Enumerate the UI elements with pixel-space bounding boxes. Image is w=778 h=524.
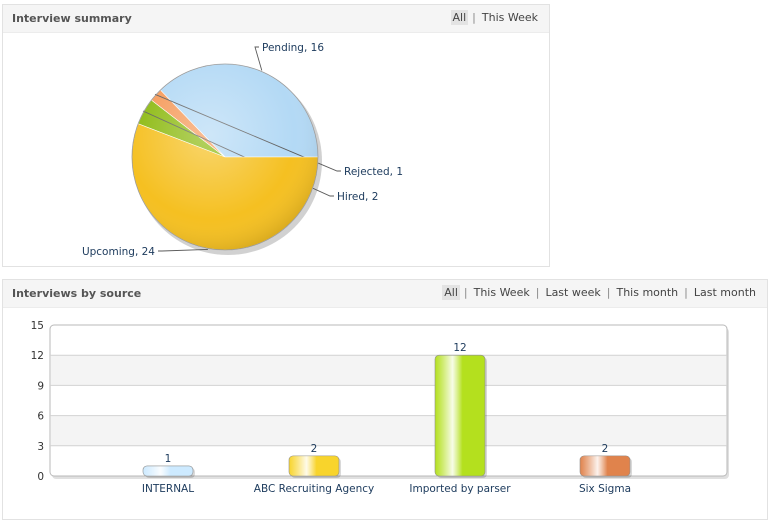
y-tick-label: 9 — [37, 380, 44, 392]
bar-gloss — [579, 455, 631, 477]
panel-header: Interviews by source All | This Week | Last … — [3, 280, 767, 308]
filter-this-week[interactable]: This Week — [473, 286, 530, 299]
x-tick-label-internal: INTERNAL — [142, 483, 194, 495]
x-tick-label-six-sigma: Six Sigma — [579, 483, 631, 495]
pie-label-upcoming: Upcoming, 24 — [82, 246, 155, 258]
x-tick-label-abc-recruiting-agency: ABC Recruiting Agency — [254, 483, 374, 495]
y-tick-label: 6 — [37, 411, 44, 423]
bar-value-label: 1 — [165, 453, 172, 465]
filter-separator: | — [463, 286, 468, 299]
period-filters: All | This Week | Last week | This month | Last … — [442, 285, 758, 300]
filter-all[interactable]: All — [442, 285, 460, 300]
y-tick-label: 12 — [31, 350, 44, 362]
interview-summary-panel: Interview summary All | This Week Pending,… — [2, 4, 550, 267]
panel-title: Interviews by source — [12, 287, 142, 300]
pie-label-rejected: Rejected, 1 — [344, 166, 403, 178]
pie-chart: Pending, 16 Rejected, 1 Hired, 2 Upcoming, … — [82, 42, 403, 258]
bar-gloss — [288, 455, 340, 477]
filter-this-week[interactable]: This Week — [481, 11, 538, 24]
x-tick-label-imported-by-parser: Imported by parser — [409, 483, 511, 495]
filter-this-month[interactable]: This month — [616, 286, 679, 299]
grid-band — [51, 415, 726, 446]
filter-separator: | — [684, 286, 688, 299]
panel-header: Interview summary All | This Week — [3, 5, 549, 33]
filter-all[interactable]: All — [450, 10, 469, 25]
plot-area — [49, 324, 728, 477]
pie-highlight — [132, 64, 318, 250]
bar-value-label: 2 — [311, 443, 318, 455]
filter-separator: | — [606, 286, 611, 299]
panel-title: Interview summary — [12, 12, 132, 25]
pie-outline — [131, 63, 319, 251]
period-filters: All | This Week — [450, 10, 540, 25]
interviews-by-source-panel: Interviews by source All | This Week | Last … — [2, 279, 768, 520]
bar-value-label: 2 — [602, 443, 609, 455]
filter-last-month[interactable]: Last month — [693, 286, 756, 299]
y-tick-label: 15 — [31, 320, 44, 332]
filter-separator: | — [535, 286, 540, 299]
leader-line — [158, 248, 208, 252]
filter-last-week[interactable]: Last week — [545, 286, 601, 299]
bar-value-label: 12 — [453, 342, 466, 354]
leader-line — [254, 46, 263, 71]
pie-label-hired: Hired, 2 — [337, 191, 378, 203]
bar-chart: 0 3 6 9 12 15 1 INTERNAL 2 ABC Recruiting Agency 1… — [31, 320, 729, 495]
y-tick-label: 3 — [37, 441, 44, 453]
filter-separator: | — [472, 11, 476, 24]
grid-band — [51, 355, 726, 386]
y-tick-label: 0 — [37, 471, 44, 483]
bar-gloss — [142, 465, 194, 477]
pie-label-pending: Pending, 16 — [262, 42, 324, 54]
bar-gloss — [434, 354, 486, 477]
